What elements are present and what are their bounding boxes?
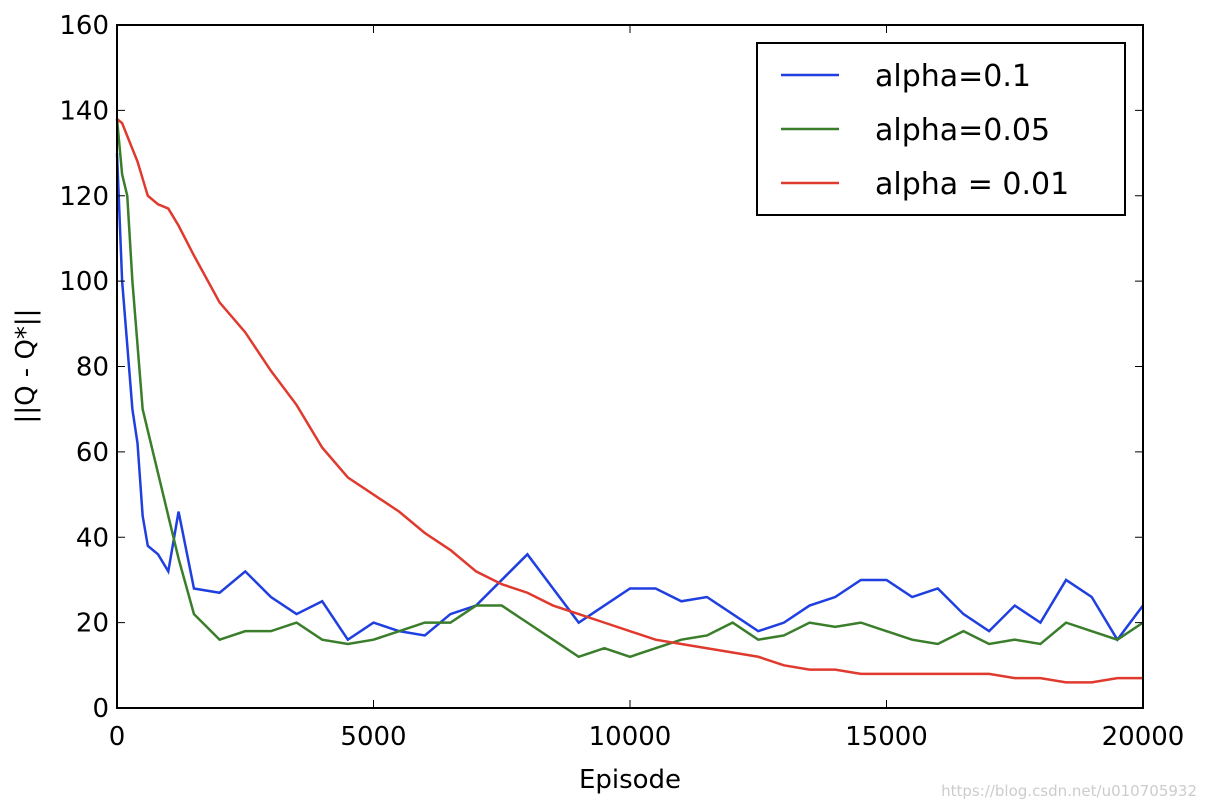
legend-label: alpha = 0.01 — [875, 167, 1069, 202]
y-tick-label: 140 — [59, 96, 109, 126]
y-tick-label: 20 — [76, 609, 109, 639]
x-tick-label: 10000 — [589, 722, 672, 752]
data-line — [115, 118, 1144, 659]
legend-label: alpha=0.1 — [875, 59, 1031, 94]
x-tick-label: 20000 — [1102, 722, 1185, 752]
y-tick-label: 40 — [76, 523, 109, 553]
y-tick-label: 80 — [76, 353, 109, 383]
y-tick-label: 60 — [76, 438, 109, 468]
y-tick-label: 160 — [59, 11, 109, 41]
x-tick-label: 5000 — [340, 722, 406, 752]
x-axis-label: Episode — [579, 765, 681, 795]
x-tick-label: 0 — [109, 722, 126, 752]
data-line — [116, 117, 1143, 684]
watermark: https://blog.csdn.net/u010705932 — [941, 782, 1197, 800]
y-tick-label: 100 — [59, 267, 109, 297]
y-axis-label: ||Q - Q*|| — [11, 309, 41, 424]
y-tick-label: 120 — [59, 182, 109, 212]
x-tick-label: 15000 — [845, 722, 928, 752]
plot-frame — [116, 24, 1144, 709]
data-line — [115, 153, 1144, 642]
y-tick-label: 0 — [92, 694, 109, 724]
legend-label: alpha=0.05 — [875, 113, 1050, 148]
